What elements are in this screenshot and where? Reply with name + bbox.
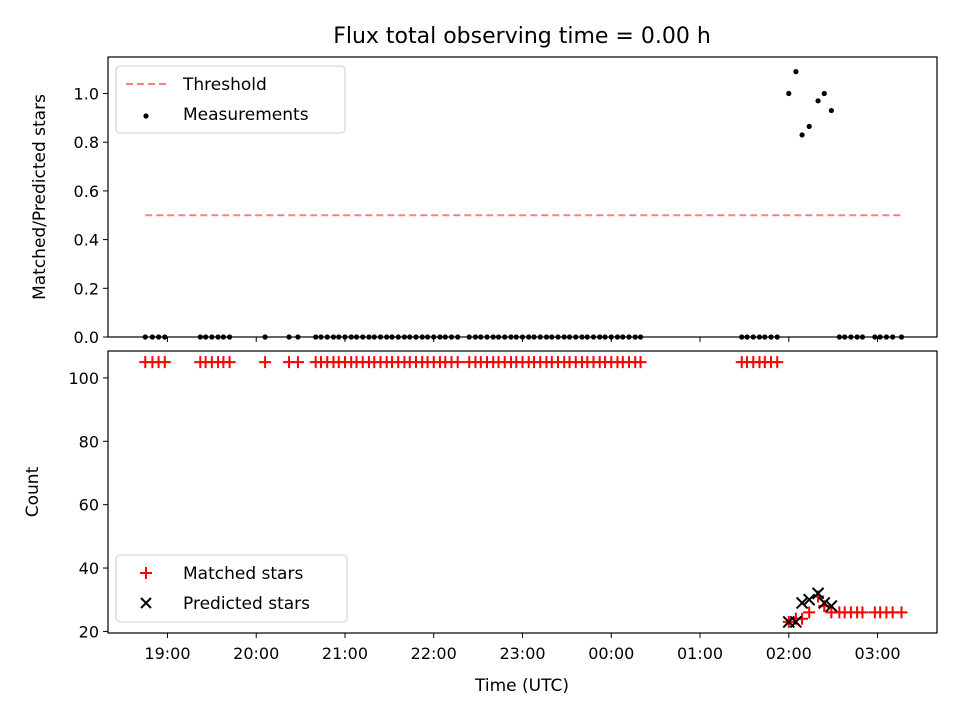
top-y-axis-label: Matched/Predicted stars	[30, 94, 50, 300]
x-tick-label: 21:00	[322, 644, 368, 663]
measurements-point	[786, 90, 792, 97]
legend-measurements-swatch	[143, 113, 149, 119]
top-y-tick-label: 1.0	[74, 85, 99, 104]
top-y-tick-label: 0.2	[74, 279, 99, 298]
x-tick-label: 23:00	[499, 644, 545, 663]
top-y-tick-label: 0.4	[74, 231, 99, 250]
measurements-point	[821, 90, 827, 97]
matched-stars-point	[223, 356, 236, 369]
matched-stars-point	[895, 606, 908, 619]
top-y-tick-label: 0.6	[74, 182, 99, 201]
matched-stars-point	[803, 606, 816, 619]
x-tick-label: 03:00	[854, 644, 900, 663]
predicted-stars-point	[789, 615, 803, 629]
x-tick-label: 19:00	[144, 644, 190, 663]
measurements-point	[828, 107, 834, 114]
measurements-point	[806, 123, 812, 129]
predicted-stars-point	[825, 599, 838, 613]
bottom-legend-box	[115, 554, 348, 623]
predicted-stars-point	[802, 593, 816, 606]
predicted-stars-point	[795, 596, 809, 610]
measurements-point	[799, 132, 805, 138]
matched-stars-point	[856, 606, 869, 619]
bottom-y-tick-label: 60	[79, 496, 99, 515]
legend-measurements-label: Measurements	[183, 105, 309, 125]
chart-title: Flux total observing time = 0.00 h	[333, 24, 711, 49]
bottom-y-tick-label: 80	[79, 432, 99, 451]
bottom-y-tick-label: 20	[79, 622, 99, 641]
legend-matched-label: Matched stars	[183, 564, 303, 584]
top-panel: 0.0 0.2 0.4 0.6 0.8 1.0 Matched/Predicted star…	[30, 56, 938, 347]
x-tick-label: 00:00	[588, 644, 634, 663]
x-tick-label: 20:00	[233, 644, 279, 663]
measurements-point	[815, 98, 821, 104]
bottom-plot-frame	[107, 350, 938, 634]
top-legend-box	[115, 65, 346, 134]
matched-stars-point	[158, 356, 171, 369]
x-tick-label: 02:00	[766, 644, 812, 663]
bottom-y-tick-label: 40	[79, 559, 99, 578]
top-y-tick-label: 0.8	[74, 133, 99, 152]
predicted-stars-point	[818, 596, 831, 610]
bottom-y-axis-label: Count	[23, 466, 43, 517]
x-axis-label: Time (UTC)	[474, 676, 569, 696]
x-tick-label: 01:00	[677, 644, 723, 663]
bottom-legend: Matched stars Predicted stars	[115, 554, 348, 623]
bottom-y-tick-label: 100	[68, 369, 99, 388]
top-plot-frame	[107, 56, 938, 338]
matched-stars-point	[451, 356, 464, 369]
top-y-tick-label: 0.0	[74, 328, 99, 347]
legend-threshold-label: Threshold	[182, 75, 267, 95]
legend-matched-swatch	[140, 567, 152, 579]
matched-stars-point	[259, 356, 272, 369]
top-legend: Threshold Measurements	[115, 65, 346, 134]
bottom-panel: 19:00 20:00 21:00 22:00 23:00 00:00 01:00 02:00…	[23, 350, 938, 663]
matched-stars-point	[291, 356, 304, 369]
legend-predicted-label: Predicted stars	[183, 594, 310, 614]
x-tick-label: 22:00	[411, 644, 457, 663]
measurements-point	[793, 69, 799, 75]
matched-stars-point	[634, 356, 647, 369]
matched-stars-point	[771, 356, 784, 369]
legend-predicted-swatch	[140, 597, 152, 609]
predicted-stars-point	[811, 587, 825, 600]
